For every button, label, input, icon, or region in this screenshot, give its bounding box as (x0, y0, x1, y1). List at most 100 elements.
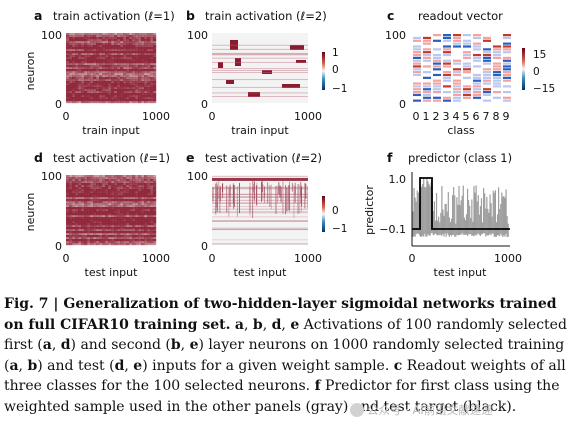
heatmap-cell (153, 183, 157, 186)
heatmap-cell (90, 209, 94, 212)
heatmap-cell (78, 33, 82, 36)
heatmap-cell (93, 53, 97, 56)
heatmap-block (282, 84, 300, 88)
heatmap-cell (147, 81, 151, 84)
panel-c-xtick-4: 4 (453, 110, 460, 123)
heatmap-cell (132, 49, 136, 52)
heatmap-cell (96, 35, 100, 38)
caption-letter: a (9, 357, 19, 374)
heatmap-cell (123, 63, 127, 66)
heatmap-cell (138, 95, 142, 98)
heatmap-cell (90, 53, 94, 56)
heatmap-cell (66, 205, 70, 208)
heatmap-cell (93, 71, 97, 74)
heatmap-cell (117, 177, 121, 180)
heatmap-cell (153, 237, 157, 240)
panel-a-ylabel: neuron (24, 52, 37, 91)
heatmap-cell (72, 65, 76, 68)
heatmap-cell (135, 85, 139, 88)
heatmap-cell (75, 177, 79, 180)
heatmap-cell (87, 45, 91, 48)
heatmap-cell (120, 63, 124, 66)
heatmap-cell (111, 235, 115, 238)
heatmap-cell (111, 79, 115, 82)
heatmap-cell (102, 179, 106, 182)
heatmap-cell (102, 175, 106, 178)
heatmap-cell (129, 73, 133, 76)
heatmap-cell (132, 203, 136, 206)
heatmap-cell (72, 53, 76, 56)
readout-cell (443, 48, 451, 51)
heatmap-cell (72, 189, 76, 192)
readout-cell (503, 73, 511, 77)
heatmap-cell (93, 51, 97, 54)
heatmap-cell (114, 183, 118, 186)
heatmap-cell (135, 91, 139, 94)
heatmap-cell (135, 181, 139, 184)
heatmap-cell (132, 181, 136, 184)
heatmap-cell (153, 63, 157, 66)
caption-letter-f: f (314, 378, 321, 394)
heatmap-cell (99, 61, 103, 64)
heatmap-cell (66, 199, 70, 202)
heatmap-cell (93, 43, 97, 46)
heatmap-streak (291, 182, 293, 192)
heatmap-cell (93, 47, 97, 50)
heatmap-cell (87, 185, 91, 188)
heatmap-cell (99, 219, 103, 222)
readout-cell (433, 62, 441, 65)
heatmap-cell (102, 77, 106, 80)
heatmap-cell (72, 49, 76, 52)
heatmap-cell (126, 89, 130, 92)
heatmap-cell (108, 67, 112, 70)
heatmap-cell (141, 175, 145, 178)
heatmap-cell (141, 101, 145, 104)
heatmap-cell (69, 43, 73, 46)
heatmap-cell (126, 59, 130, 62)
heatmap-cell (147, 79, 151, 82)
panel-d-xlabel: test input (85, 266, 139, 279)
heatmap-cell (99, 53, 103, 56)
heatmap-cell (150, 221, 154, 224)
heatmap-cell (78, 83, 82, 86)
heatmap-cell (126, 233, 130, 236)
readout-cell (483, 73, 491, 77)
readout-cell (503, 65, 511, 68)
heatmap-cell (117, 181, 121, 184)
caption-text: Readout weights of all three classes for… (4, 357, 566, 395)
heatmap-cell (147, 37, 151, 40)
heatmap-cell (126, 201, 130, 204)
heatmap-cell (126, 97, 130, 100)
heatmap-cell (75, 59, 79, 62)
heatmap-cell (111, 61, 115, 64)
heatmap-cell (87, 69, 91, 72)
heatmap-cell (114, 213, 118, 216)
heatmap-cell (93, 205, 97, 208)
heatmap-cell (147, 219, 151, 222)
heatmap-cell (135, 93, 139, 96)
readout-cell (473, 56, 481, 59)
heatmap-cell (147, 177, 151, 180)
heatmap-cell (72, 217, 76, 220)
heatmap-cell (87, 217, 91, 220)
panel-c-xtick-0: 0 (413, 110, 420, 123)
heatmap-cell (153, 91, 157, 94)
heatmap-cell (99, 201, 103, 204)
readout-cell (423, 88, 431, 91)
heatmap-cell (141, 217, 145, 220)
heatmap-cell (129, 209, 133, 212)
heatmap-line (212, 68, 308, 70)
heatmap-cell (75, 221, 79, 224)
heatmap-cell (138, 205, 142, 208)
heatmap-cell (150, 47, 154, 50)
heatmap-cell (144, 43, 148, 46)
heatmap-cell (114, 33, 118, 36)
heatmap-streak (261, 182, 263, 202)
heatmap-cell (84, 45, 88, 48)
heatmap-cell (129, 215, 133, 218)
readout-cell (503, 79, 511, 82)
heatmap-cell (99, 179, 103, 182)
heatmap-cell (144, 187, 148, 190)
heatmap-cell (102, 213, 106, 216)
heatmap-cell (111, 189, 115, 192)
